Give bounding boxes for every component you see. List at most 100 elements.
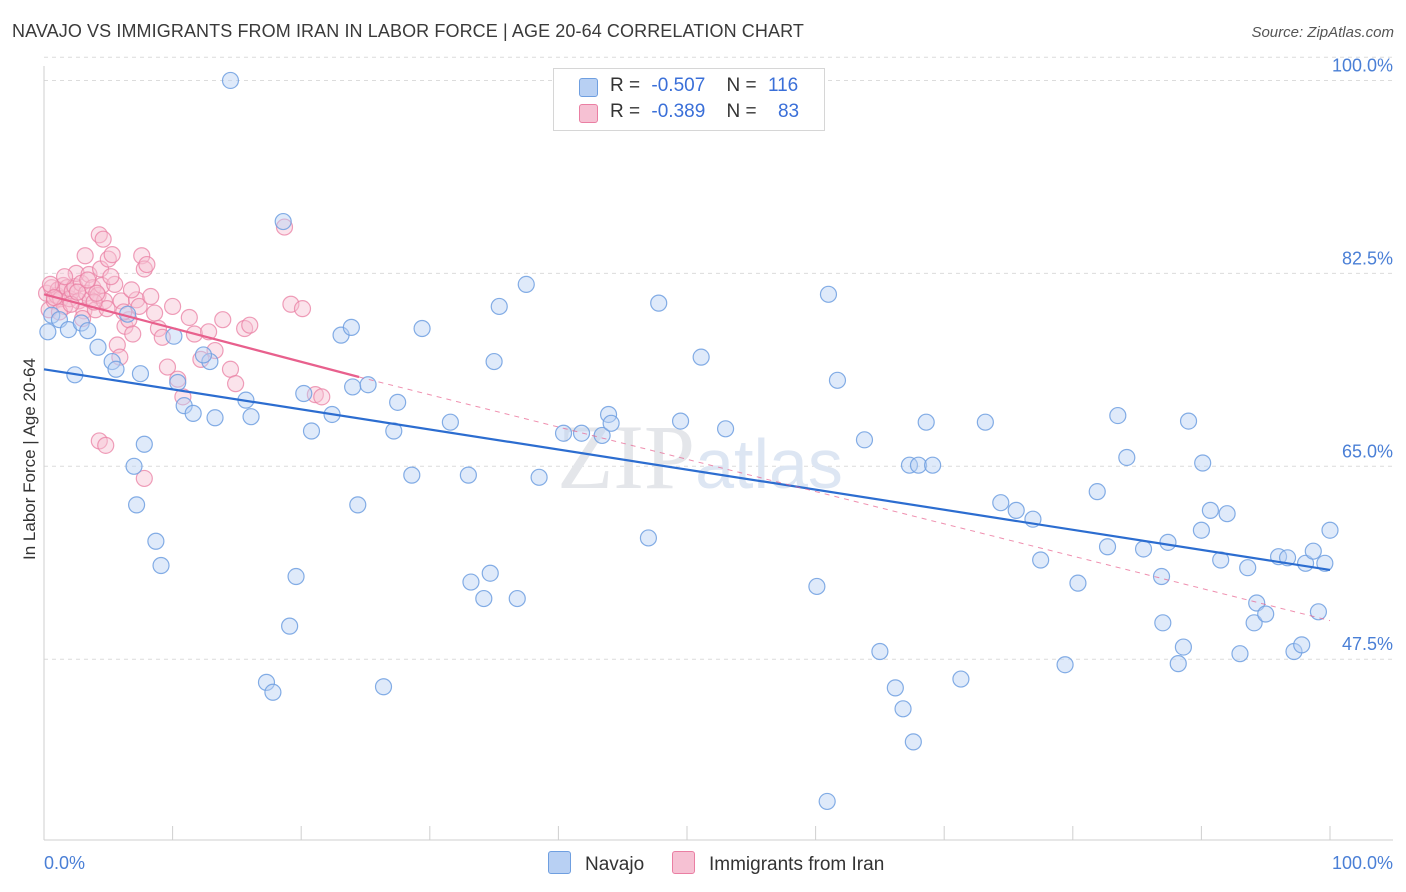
- navajo-point: [1159, 533, 1177, 551]
- n-value: 116: [767, 75, 799, 96]
- navajo-point: [125, 457, 143, 475]
- navajo-point: [264, 683, 282, 701]
- navajo-point: [1174, 638, 1192, 656]
- navajo-point: [481, 564, 499, 582]
- iran-point: [103, 246, 121, 264]
- navajo-point: [242, 408, 260, 426]
- navajo-point: [1218, 505, 1236, 523]
- legend-label: Immigrants from Iran: [709, 854, 885, 875]
- navajo-point: [131, 365, 150, 383]
- navajo-point: [359, 376, 377, 394]
- navajo-point: [389, 393, 407, 411]
- navajo-point: [1239, 559, 1257, 577]
- navajo-point: [201, 352, 219, 371]
- legend-item-navajo: Navajo: [548, 851, 644, 876]
- y-tick-label: 47.5%: [1342, 634, 1393, 654]
- legend-label: Navajo: [585, 854, 645, 875]
- iran-point: [164, 297, 182, 316]
- iran-trend-extension: [358, 376, 1331, 622]
- navajo-point: [819, 285, 838, 303]
- navajo-trend-line: [43, 368, 1331, 572]
- gridlines: [44, 56, 1393, 660]
- navajo-point: [871, 642, 889, 661]
- navajo-point: [894, 700, 912, 718]
- navajo-point: [169, 373, 187, 392]
- navajo-point: [79, 322, 97, 340]
- navajo-point: [147, 532, 165, 550]
- y-tick-label: 65.0%: [1342, 441, 1393, 461]
- navajo-point: [639, 529, 658, 547]
- navajo-point: [302, 422, 321, 440]
- navajo-point: [441, 413, 459, 431]
- navajo-point: [1201, 501, 1220, 519]
- navajo-point: [1118, 448, 1136, 467]
- navajo-point: [650, 294, 668, 312]
- navajo-point: [1321, 521, 1339, 539]
- r-label: R =: [610, 75, 641, 96]
- navajo-point: [374, 678, 393, 696]
- iran-point: [241, 316, 259, 334]
- navajo-point: [671, 412, 690, 430]
- r-value: -0.389: [651, 101, 706, 122]
- navajo-point: [900, 456, 919, 474]
- navajo-point: [530, 468, 548, 486]
- iran-point: [94, 230, 112, 248]
- navajo-legend-swatch: [548, 851, 571, 874]
- chart-title: NAVAJO VS IMMIGRANTS FROM IRAN IN LABOR …: [12, 21, 804, 41]
- iran-legend-swatch: [672, 851, 695, 874]
- navajo-point: [89, 338, 107, 356]
- navajo-point: [886, 679, 904, 697]
- navajo-point: [1231, 645, 1249, 663]
- navajo-point: [184, 404, 202, 422]
- navajo-point: [490, 297, 508, 316]
- navajo-point: [1309, 603, 1328, 621]
- y-tick-label: 100.0%: [1332, 55, 1393, 75]
- r-value: -0.507: [651, 75, 706, 96]
- y-axis-title: In Labor Force | Age 20-64: [20, 358, 39, 560]
- navajo-point: [194, 346, 213, 364]
- navajo-point: [692, 348, 710, 366]
- y-tick-label: 82.5%: [1342, 248, 1393, 268]
- stats-legend: R = -0.507 N = 116 R = -0.389 N = 83: [553, 68, 825, 131]
- iran-point: [55, 268, 74, 286]
- navajo-point: [459, 466, 477, 484]
- navajo-point: [1248, 594, 1266, 612]
- navajo-point: [1154, 614, 1172, 632]
- y-tick-labels: 47.5% 65.0% 82.5% 100.0%: [1332, 55, 1393, 654]
- iran-point: [135, 469, 153, 488]
- navajo-point: [221, 71, 240, 90]
- navajo-point: [952, 670, 970, 688]
- navajo-point: [904, 733, 922, 751]
- navajo-point: [828, 371, 847, 389]
- navajo-point: [475, 589, 493, 608]
- navajo-point: [485, 352, 503, 371]
- navajo-point: [517, 275, 535, 293]
- navajo-point: [1316, 554, 1334, 572]
- iran-point: [124, 325, 142, 343]
- navajo-point: [127, 496, 146, 514]
- iran-point: [122, 281, 141, 299]
- n-value: 83: [777, 101, 800, 122]
- iran-point: [145, 304, 164, 322]
- iran-point: [221, 360, 240, 378]
- iran-point: [102, 268, 120, 286]
- source-credit: Source: ZipAtlas.com: [1251, 24, 1394, 41]
- navajo-point: [855, 431, 874, 449]
- iran-point: [133, 247, 151, 265]
- navajo-point: [257, 673, 276, 691]
- navajo-point: [281, 617, 299, 635]
- navajo-point: [1069, 574, 1087, 592]
- navajo-point: [413, 319, 431, 338]
- iran-point: [313, 388, 331, 406]
- navajo-point: [1257, 605, 1275, 623]
- axes: [43, 66, 1393, 841]
- iran-point: [180, 308, 198, 327]
- navajo-point: [1109, 406, 1127, 425]
- navajo-point: [1304, 542, 1322, 560]
- navajo-point: [344, 378, 362, 396]
- iran-point: [97, 436, 115, 454]
- iran-point: [227, 375, 245, 393]
- navajo-point: [1194, 454, 1212, 472]
- iran-point: [158, 358, 177, 376]
